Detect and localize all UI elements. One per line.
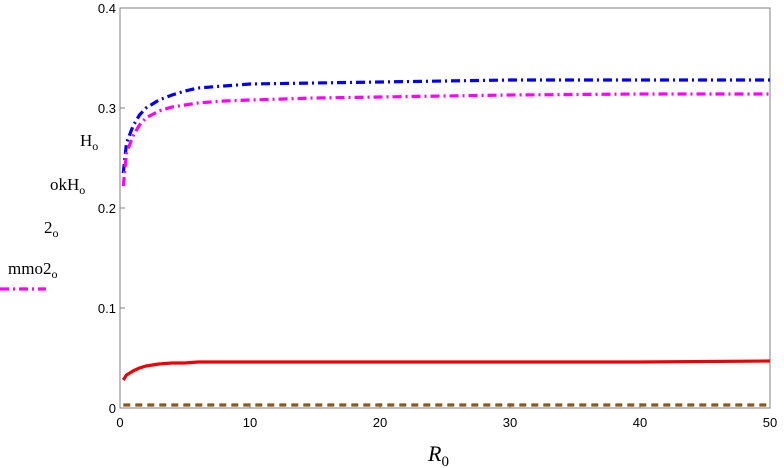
- legend-entry-sub: o: [92, 139, 98, 153]
- x-tick-label: 50: [763, 415, 777, 430]
- y-tick-label: 0.2: [98, 201, 116, 216]
- series-group: [121, 78, 771, 407]
- series-line-3: [121, 359, 771, 381]
- plot-frame: [119, 7, 771, 409]
- x-tick-label: 0: [116, 415, 123, 430]
- axis-ticks: 0 10 20 30 40 50 0 0.1 0.2 0.3 0.4: [98, 1, 777, 430]
- legend-entry-sub: o: [53, 226, 59, 240]
- series-line-1: [121, 78, 770, 174]
- y-tick-label: 0.1: [98, 301, 116, 316]
- legend-entry-text: 2: [44, 218, 53, 237]
- legend-entry: okHo: [50, 175, 85, 197]
- x-tick-label: 10: [243, 415, 257, 430]
- legend-entry-text: okH: [50, 175, 79, 194]
- x-tick-label: 20: [373, 415, 387, 430]
- legend-entry: Ho: [80, 131, 98, 153]
- legend-entry-sub: o: [79, 183, 85, 197]
- x-axis-label: R0: [427, 441, 449, 468]
- x-tick-label: 30: [503, 415, 517, 430]
- x-axis-label-sub: 0: [441, 454, 449, 468]
- x-axis-label-main: R: [427, 441, 442, 466]
- series-line-2: [121, 92, 770, 187]
- x-tick-label: 40: [633, 415, 647, 430]
- legend-entry-text: H: [80, 131, 92, 150]
- y-tick-label: 0: [109, 401, 116, 416]
- legend-entry-text: mmo2: [8, 259, 51, 278]
- legend-entry: mmo2o: [8, 259, 57, 281]
- legend-entry-sub: o: [51, 267, 57, 281]
- y-tick-label: 0.3: [98, 101, 116, 116]
- legend-entry: 2o: [44, 218, 59, 240]
- y-tick-label: 0.4: [98, 1, 116, 16]
